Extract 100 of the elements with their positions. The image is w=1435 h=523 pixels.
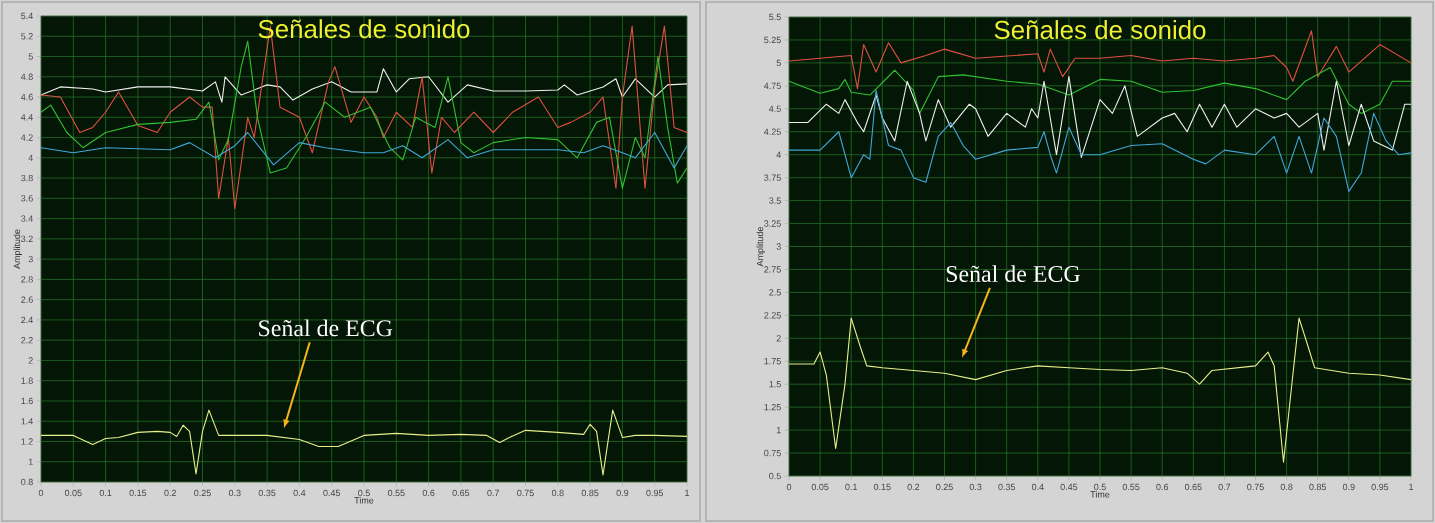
x-tick-label: 0: [38, 489, 44, 497]
x-tick-label: 1: [1409, 483, 1414, 490]
y-tick-label: 2.75: [764, 266, 781, 273]
x-tick-label: 0.45: [1060, 483, 1078, 491]
y-tick-label: 2: [776, 335, 781, 342]
x-tick-label: 0.65: [452, 489, 470, 497]
x-tick-label: 0.65: [1184, 483, 1202, 491]
y-tick-label: 5.2: [21, 33, 33, 40]
x-tick-label: 0.75: [1247, 483, 1264, 491]
y-tick-label: 5.25: [764, 36, 781, 44]
y-tick-label: 3.5: [769, 197, 781, 204]
x-tick-label: 0.6: [1156, 483, 1169, 491]
chart-title: Señales de sonido: [994, 20, 1206, 40]
x-tick-label: 0.7: [487, 489, 499, 497]
x-tick-label: 0.7: [1218, 483, 1231, 491]
x-tick-label: 0: [786, 483, 792, 491]
y-tick-label: 4.25: [763, 128, 781, 135]
line-series: [40, 40, 688, 189]
x-tick-label: 0.05: [811, 483, 829, 491]
x-tick-label: 0.3: [969, 483, 982, 491]
line-series: [788, 76, 1412, 158]
y-tick-label: 5: [776, 59, 781, 67]
y-tick-label: 4.75: [763, 82, 781, 89]
x-tick-label: 0.9: [616, 489, 629, 497]
y-tick-label: 1: [28, 458, 33, 465]
x-tick-label: 0.9: [1342, 483, 1355, 491]
x-tick-label: 0.1: [845, 483, 857, 491]
annotation: Señal de ECG: [259, 319, 393, 337]
y-tick-label: 4: [776, 151, 781, 158]
y-tick-label: 1.6: [21, 397, 33, 405]
y-tick-label: 3.25: [764, 220, 781, 227]
y-tick-label: 4: [28, 154, 33, 161]
x-tick-label: 0.75: [517, 489, 534, 497]
x-tick-label: 0.15: [873, 483, 891, 491]
y-axis-title: Amplitude: [13, 229, 22, 269]
y-tick-label: 3.75: [764, 174, 781, 181]
y-axis-title: Amplitude: [756, 226, 765, 267]
chart-title: Señales de sonido: [258, 19, 470, 39]
x-tick-label: 0.95: [1371, 483, 1389, 491]
x-tick-label: 0.95: [646, 489, 664, 497]
y-tick-label: 3: [28, 255, 33, 263]
y-tick-label: 4.8: [20, 73, 33, 80]
x-tick-label: 0.4: [293, 489, 306, 497]
y-tick-label: 3.2: [21, 235, 33, 243]
y-tick-label: 5.4: [21, 12, 33, 20]
x-tick-label: 0.45: [323, 489, 341, 497]
x-tick-label: 0.85: [581, 489, 599, 497]
y-tick-label: 1.8: [21, 377, 33, 384]
x-tick-label: 0.3: [228, 489, 241, 497]
x-tick-label: 0.8: [551, 489, 564, 497]
x-tick-label: 0.55: [387, 489, 405, 497]
y-tick-label: 1.75: [764, 358, 781, 365]
y-tick-label: 3: [776, 243, 781, 250]
x-tick-label: 0.1: [99, 489, 112, 497]
x-tick-label: 0.2: [907, 483, 920, 491]
y-tick-label: 4.5: [768, 105, 781, 112]
y-tick-label: 1.5: [769, 381, 781, 388]
y-tick-label: 4.6: [20, 93, 33, 101]
y-tick-label: 2.6: [21, 296, 33, 303]
y-tick-label: 0.8: [21, 478, 33, 486]
x-axis-title: Time: [1090, 490, 1110, 498]
line-series: [788, 66, 1412, 114]
line-series: [40, 131, 688, 169]
x-tick-label: 0.6: [422, 489, 435, 497]
line-series: [40, 68, 688, 103]
y-tick-label: 2.8: [21, 276, 33, 283]
x-tick-label: 0.5: [1094, 483, 1106, 491]
y-tick-label: 4.2: [20, 134, 33, 141]
y-tick-label: 2.4: [21, 316, 33, 324]
x-tick-label: 0.35: [998, 483, 1016, 491]
x-tick-label: 0.25: [936, 483, 953, 491]
y-tick-label: 2.25: [764, 312, 781, 319]
y-tick-label: 1.25: [764, 403, 781, 411]
x-tick-label: 0.15: [129, 489, 147, 497]
y-tick-label: 3.6: [21, 195, 33, 202]
x-tick-label: 0.8: [1280, 483, 1293, 491]
y-tick-label: 1: [776, 427, 781, 434]
y-tick-label: 2.2: [21, 337, 33, 344]
y-tick-label: 0.5: [769, 472, 781, 480]
y-tick-label: 5: [28, 53, 33, 60]
y-tick-label: 3.4: [21, 215, 33, 222]
annotation: Señal de ECG: [946, 265, 1080, 283]
y-tick-label: 1.4: [21, 418, 33, 425]
x-tick-label: 0.55: [1122, 483, 1140, 491]
y-tick-label: 3.8: [21, 174, 33, 182]
x-tick-label: 0.35: [258, 489, 276, 497]
x-tick-label: 0.5: [358, 489, 370, 497]
x-tick-label: 1: [685, 489, 690, 496]
y-tick-label: 2.5: [769, 289, 781, 296]
x-tick-label: 0.05: [64, 489, 82, 497]
y-tick-label: 5.5: [769, 13, 781, 21]
y-tick-label: 0.75: [764, 449, 781, 457]
x-tick-label: 0.2: [164, 489, 176, 497]
x-tick-label: 0.25: [194, 489, 211, 497]
y-tick-label: 2: [28, 357, 33, 364]
x-tick-label: 0.4: [1031, 483, 1044, 491]
y-tick-label: 1.2: [21, 438, 33, 445]
line-series: [788, 89, 1412, 192]
y-tick-label: 4.4: [20, 114, 33, 121]
x-tick-label: 0.85: [1309, 483, 1327, 491]
